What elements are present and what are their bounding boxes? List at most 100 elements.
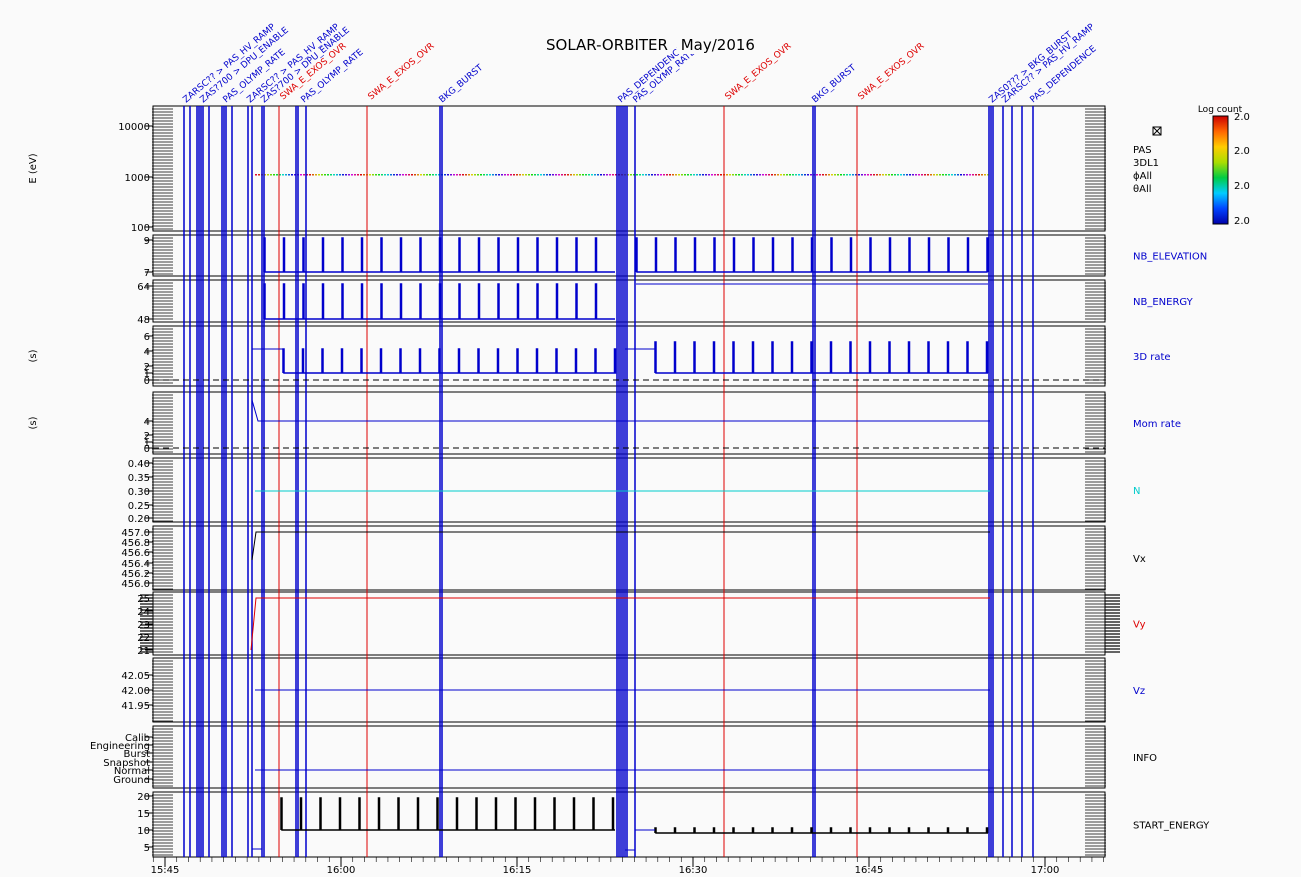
energy-pixel <box>957 174 959 176</box>
energy-pixel <box>495 174 497 176</box>
y-tick-label: 15 <box>137 809 150 820</box>
energy-pixel <box>744 174 746 176</box>
energy-pixel <box>873 174 875 176</box>
energy-pixel <box>501 174 503 176</box>
energy-pixel <box>360 174 362 176</box>
y-tick-label: 5 <box>144 843 150 854</box>
energy-pixel <box>804 174 806 176</box>
energy-pixel <box>924 174 926 176</box>
energy-pixel <box>486 174 488 176</box>
energy-pixel <box>291 174 293 176</box>
y-tick-label: 24 <box>137 607 150 618</box>
energy-pixel <box>339 174 341 176</box>
energy-pixel <box>507 174 509 176</box>
energy-pixel <box>852 174 854 176</box>
energy-pixel <box>285 174 287 176</box>
energy-pixel <box>660 174 662 176</box>
energy-pixel <box>801 174 803 176</box>
energy-pixel <box>612 174 614 176</box>
event-label-blue: BKG_BURST <box>811 63 859 106</box>
energy-pixel <box>954 174 956 176</box>
energy-pixel <box>420 174 422 176</box>
energy-pixel <box>684 174 686 176</box>
energy-pixel <box>663 174 665 176</box>
y-tick-label: 48 <box>137 315 150 326</box>
energy-pixel <box>735 174 737 176</box>
legend-box-icon-cross <box>1152 126 1162 136</box>
x-tick-label: 16:30 <box>679 865 708 876</box>
energy-pixel <box>393 174 395 176</box>
energy-pixel <box>504 174 506 176</box>
y-tick-label: 456.6 <box>121 548 150 559</box>
energy-pixel <box>483 174 485 176</box>
x-tick-label: 16:00 <box>327 865 356 876</box>
energy-pixel <box>558 174 560 176</box>
energy-pixel <box>432 174 434 176</box>
y-tick-label: 0.35 <box>128 473 150 484</box>
energy-pixel <box>264 174 266 176</box>
panel-frame-1 <box>152 234 1106 277</box>
energy-pixel <box>810 174 812 176</box>
energy-pixel <box>615 174 617 176</box>
y-tick-label: Burst <box>124 749 151 760</box>
x-tick-label: 17:00 <box>1031 865 1060 876</box>
energy-pixel <box>444 174 446 176</box>
energy-pixel <box>885 174 887 176</box>
energy-pixel <box>417 174 419 176</box>
energy-pixel <box>585 174 587 176</box>
energy-pixel <box>318 174 320 176</box>
energy-pixel <box>786 174 788 176</box>
y-tick-label: 0.40 <box>128 459 150 470</box>
energy-pixel <box>690 174 692 176</box>
energy-pixel <box>813 174 815 176</box>
energy-pixel <box>255 174 257 176</box>
panel-frame-4 <box>152 391 1106 455</box>
energy-pixel <box>396 174 398 176</box>
y-tick-label: 1 <box>144 369 150 380</box>
panel-right-label: INFO <box>1133 753 1157 764</box>
y-tick-label: 64 <box>137 282 150 293</box>
y-tick-label: 0 <box>144 444 150 455</box>
y-tick-label: 100 <box>131 223 150 234</box>
energy-pixel <box>276 174 278 176</box>
energy-pixel <box>267 174 269 176</box>
energy-pixel <box>357 174 359 176</box>
energy-pixel <box>984 174 986 176</box>
energy-pixel <box>327 174 329 176</box>
y-tick-label: 22 <box>137 633 150 644</box>
y-tick-label: 21 <box>137 646 150 657</box>
start-energy-trace <box>252 813 263 850</box>
panel-frame-10 <box>152 791 1106 858</box>
panel-right-label: PAS <box>1133 145 1152 156</box>
y-tick-label: Normal <box>114 766 150 777</box>
energy-pixel <box>594 174 596 176</box>
start-energy-trace <box>625 829 655 851</box>
y-tick-label: 1000 <box>125 173 150 184</box>
y-tick-label: Snapshot <box>103 758 150 769</box>
y-tick-label: 0.20 <box>128 514 150 525</box>
energy-pixel <box>753 174 755 176</box>
event-label-blue: BKG_BURST <box>438 63 486 106</box>
energy-pixel <box>570 174 572 176</box>
energy-pixel <box>741 174 743 176</box>
energy-pixel <box>855 174 857 176</box>
energy-pixel <box>516 174 518 176</box>
energy-pixel <box>294 174 296 176</box>
energy-pixel <box>363 174 365 176</box>
energy-pixel <box>867 174 869 176</box>
energy-pixel <box>468 174 470 176</box>
energy-pixel <box>531 174 533 176</box>
energy-pixel <box>273 174 275 176</box>
panel-frame-0 <box>152 105 1106 232</box>
panel-right-label: N <box>1133 486 1140 497</box>
energy-pixel <box>489 174 491 176</box>
energy-pixel <box>333 174 335 176</box>
3d-rate-trace <box>654 341 989 374</box>
y-tick-label: 23 <box>137 620 150 631</box>
energy-pixel <box>282 174 284 176</box>
y-tick-label: 457.0 <box>121 528 150 539</box>
energy-pixel <box>909 174 911 176</box>
energy-pixel <box>438 174 440 176</box>
x-tick-label: 16:45 <box>855 865 884 876</box>
energy-pixel <box>621 174 623 176</box>
